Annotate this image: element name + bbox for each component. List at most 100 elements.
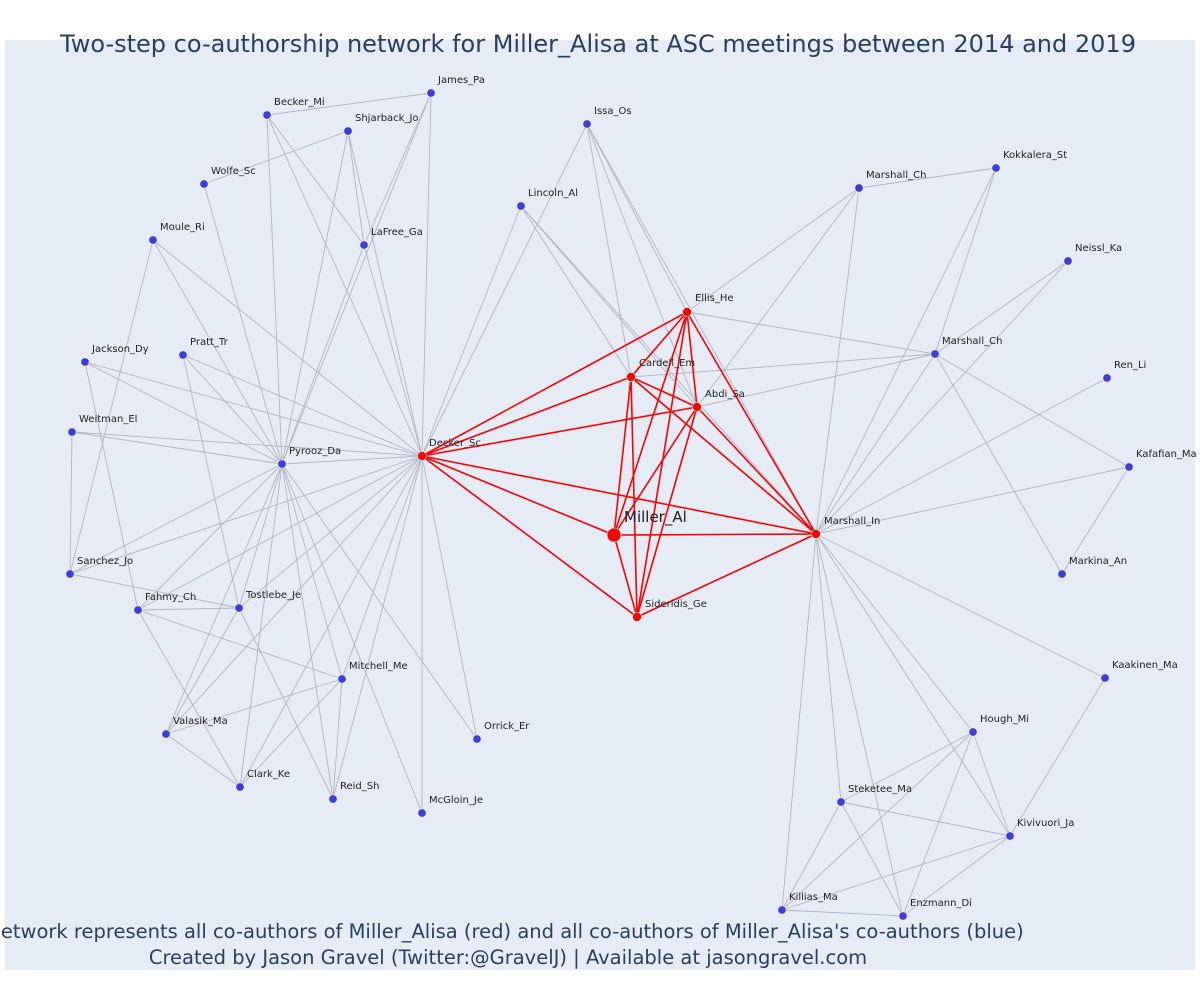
node-fahmy-ch[interactable]: [133, 605, 143, 615]
node-label-fahmy-ch: Fahmy_Ch: [145, 592, 196, 603]
node-neissl-ka[interactable]: [1063, 256, 1073, 266]
node-marshall-ch-2[interactable]: [930, 349, 940, 359]
edge-miller-al-decker-sc: [421, 455, 615, 536]
node-pratt-tr[interactable]: [178, 350, 188, 360]
edge-weitman-el-sanchez-jo: [69, 431, 73, 575]
node-label-valasik-ma: Valasik_Ma: [173, 716, 228, 727]
edge-fahmy-ch-mitchell-me: [137, 609, 343, 680]
node-abdi-sa[interactable]: [692, 402, 702, 412]
node-label-enzmann-di: Enzmann_Di: [910, 898, 972, 909]
edge-pyrooz-da-sanchez-jo: [69, 463, 283, 575]
node-sideridis-ge[interactable]: [632, 612, 642, 622]
edge-steketee-ma-enzmann-di: [840, 801, 904, 917]
node-moule-ri[interactable]: [148, 235, 158, 245]
edge-miller-al-sideridis-ge: [613, 534, 638, 618]
edge-pyrooz-da-shjarback-jo: [281, 130, 349, 465]
edge-decker-sc-clark-ke: [239, 455, 423, 788]
edge-decker-sc-mitchell-me: [341, 455, 423, 680]
node-label-mcgloin-je: McGloin_Je: [429, 795, 483, 806]
edge-mitchell-me-clark-ke: [239, 678, 343, 788]
node-marshall-ch-1[interactable]: [854, 183, 864, 193]
node-label-miller-al: Miller_Al: [624, 508, 687, 527]
edge-pyrooz-da-mcgloin-je: [281, 463, 423, 814]
node-kafafian-ma[interactable]: [1124, 462, 1134, 472]
edge-becker-mi-lafree-ga: [266, 114, 365, 246]
node-sanchez-jo[interactable]: [65, 569, 75, 579]
edge-miller-al-marshall-in: [613, 533, 817, 536]
edge-sanchez-jo-tostlebe-je: [69, 573, 240, 609]
node-james-pa[interactable]: [426, 88, 436, 98]
node-mitchell-me[interactable]: [337, 674, 347, 684]
edge-miller-al-ellis-he: [613, 311, 688, 536]
node-hough-mi[interactable]: [968, 727, 978, 737]
node-jackson-dy[interactable]: [80, 357, 90, 367]
edge-marshall-in-enzmann-di: [815, 533, 904, 917]
edge-decker-sc-fahmy-ch: [137, 455, 423, 611]
node-steketee-ma[interactable]: [836, 797, 846, 807]
edge-pyrooz-da-jackson-dy: [84, 361, 283, 465]
edge-ellis-he-marshall-in: [686, 311, 817, 535]
node-label-lincoln-al: Lincoln_Al: [528, 188, 578, 199]
edge-pyrooz-da-valasik-ma: [165, 463, 283, 735]
edge-decker-sc-weitman-el: [71, 431, 423, 457]
node-lincoln-al[interactable]: [516, 201, 526, 211]
edge-hough-mi-enzmann-di: [902, 731, 974, 917]
node-kokkalera-st[interactable]: [991, 163, 1001, 173]
edge-pyrooz-da-clark-ke: [239, 463, 283, 788]
edge-decker-sc-moule-ri: [152, 239, 423, 457]
edge-issa-os-cardell-em: [586, 123, 632, 378]
edge-kafafian-ma-markina-an: [1061, 466, 1130, 575]
node-shjarback-jo[interactable]: [343, 126, 353, 136]
chart-title: Two-step co-authorship network for Mille…: [59, 30, 1136, 58]
node-valasik-ma[interactable]: [161, 729, 171, 739]
edge-marshall-ch-2-markina-an: [934, 353, 1063, 575]
edge-pyrooz-da-fahmy-ch: [137, 463, 283, 611]
edge-decker-sc-reid-sh: [332, 455, 423, 800]
node-mcgloin-je[interactable]: [417, 808, 427, 818]
node-label-killias-ma: Killias_Ma: [789, 892, 838, 903]
edge-abdi-sa-marshall-ch-1: [696, 187, 860, 408]
node-lafree-ga[interactable]: [359, 240, 369, 250]
edge-decker-sc-jackson-dy: [84, 361, 423, 457]
edge-shjarback-jo-lafree-ga: [347, 130, 365, 246]
edge-pyrooz-da-wolfe-sc: [203, 183, 283, 465]
node-tostlebe-je[interactable]: [234, 603, 244, 613]
edge-kaakinen-ma-kivivuori-ja: [1009, 677, 1106, 837]
node-label-cardell-em: Cardell_Em: [639, 358, 695, 369]
edge-abdi-sa-marshall-in: [696, 406, 817, 535]
node-label-marshall-in: Marshall_In: [824, 516, 880, 527]
node-pyrooz-da[interactable]: [277, 459, 287, 469]
node-enzmann-di[interactable]: [898, 911, 908, 921]
edge-miller-al-abdi-sa: [613, 406, 698, 536]
node-kivivuori-ja[interactable]: [1005, 831, 1015, 841]
edge-decker-sc-issa-os: [421, 123, 588, 457]
node-ren-li[interactable]: [1102, 373, 1112, 383]
node-reid-sh[interactable]: [328, 794, 338, 804]
edge-cardell-em-marshall-in: [630, 376, 817, 535]
node-weitman-el[interactable]: [67, 427, 77, 437]
node-label-kafafian-ma: Kafafian_Ma: [1136, 449, 1197, 460]
node-label-reid-sh: Reid_Sh: [340, 781, 379, 792]
node-wolfe-sc[interactable]: [199, 179, 209, 189]
edge-cardell-em-abdi-sa: [630, 376, 698, 408]
node-miller-al[interactable]: [606, 527, 622, 543]
node-ellis-he[interactable]: [682, 307, 692, 317]
node-clark-ke[interactable]: [235, 782, 245, 792]
node-killias-ma[interactable]: [777, 905, 787, 915]
node-orrick-er[interactable]: [472, 734, 482, 744]
node-label-markina-an: Markina_An: [1069, 556, 1127, 567]
node-markina-an[interactable]: [1057, 569, 1067, 579]
node-decker-sc[interactable]: [417, 451, 427, 461]
node-cardell-em[interactable]: [626, 372, 636, 382]
node-marshall-in[interactable]: [811, 529, 821, 539]
edge-hough-mi-steketee-ma: [840, 731, 974, 803]
node-label-marshall-ch-1: Marshall_Ch: [866, 170, 926, 181]
node-kaakinen-ma[interactable]: [1100, 673, 1110, 683]
edge-decker-sc-pratt-tr: [182, 354, 423, 457]
edge-marshall-in-hough-mi: [815, 533, 974, 733]
node-becker-mi[interactable]: [262, 110, 272, 120]
edge-pyrooz-da-tostlebe-je: [238, 463, 283, 609]
edge-marshall-in-marshall-ch-2: [815, 353, 936, 535]
caption-line-1: Network represents all co-authors of Mil…: [0, 920, 1024, 943]
node-issa-os[interactable]: [582, 119, 592, 129]
